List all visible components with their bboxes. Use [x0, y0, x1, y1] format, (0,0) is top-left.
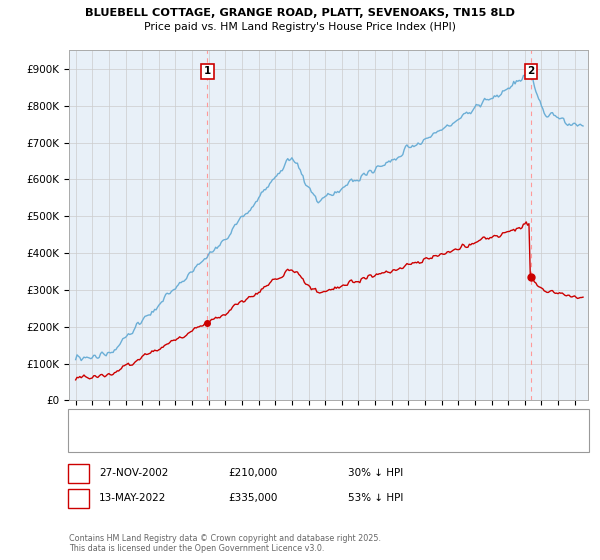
Text: 53% ↓ HPI: 53% ↓ HPI: [348, 493, 403, 503]
Text: BLUEBELL COTTAGE, GRANGE ROAD, PLATT, SEVENOAKS, TN15 8LD (detached house): BLUEBELL COTTAGE, GRANGE ROAD, PLATT, SE…: [112, 418, 499, 427]
Text: 2: 2: [75, 493, 82, 503]
Text: 13-MAY-2022: 13-MAY-2022: [99, 493, 166, 503]
Text: Price paid vs. HM Land Registry's House Price Index (HPI): Price paid vs. HM Land Registry's House …: [144, 22, 456, 32]
Text: 2: 2: [527, 67, 535, 76]
Text: 1: 1: [75, 468, 82, 478]
Text: HPI: Average price, detached house, Tonbridge and Malling: HPI: Average price, detached house, Tonb…: [112, 437, 379, 446]
Text: 27-NOV-2002: 27-NOV-2002: [99, 468, 169, 478]
Text: Contains HM Land Registry data © Crown copyright and database right 2025.
This d: Contains HM Land Registry data © Crown c…: [69, 534, 381, 553]
Text: 30% ↓ HPI: 30% ↓ HPI: [348, 468, 403, 478]
Text: 1: 1: [204, 67, 211, 76]
Text: £210,000: £210,000: [228, 468, 277, 478]
Text: £335,000: £335,000: [228, 493, 277, 503]
Text: BLUEBELL COTTAGE, GRANGE ROAD, PLATT, SEVENOAKS, TN15 8LD: BLUEBELL COTTAGE, GRANGE ROAD, PLATT, SE…: [85, 8, 515, 18]
